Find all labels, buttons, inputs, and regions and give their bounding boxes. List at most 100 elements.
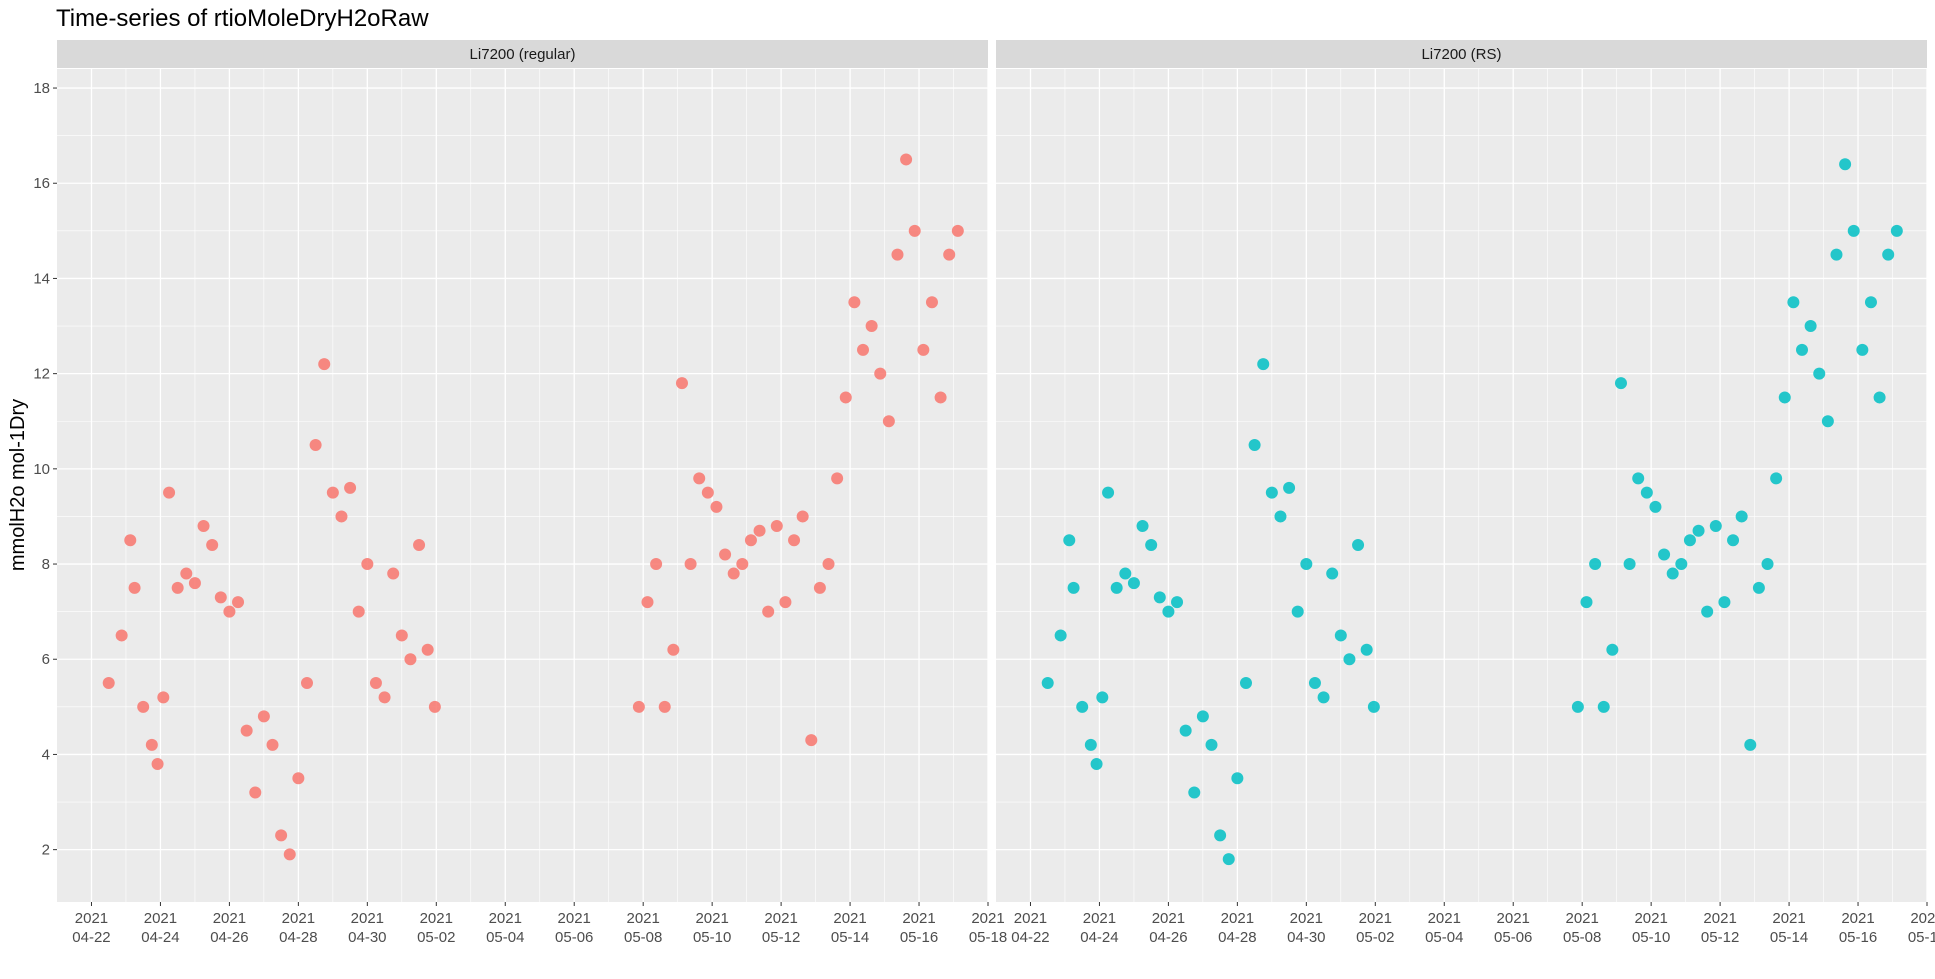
facet-strip bbox=[57, 40, 988, 68]
data-point bbox=[157, 691, 170, 704]
x-tick-label-date: 05-12 bbox=[762, 929, 800, 946]
data-point bbox=[232, 596, 245, 609]
data-point bbox=[908, 224, 921, 237]
x-tick-label-year: 2021 bbox=[282, 910, 315, 927]
data-point bbox=[796, 510, 809, 523]
x-tick-label-year: 2021 bbox=[1221, 910, 1254, 927]
data-point bbox=[214, 591, 227, 604]
data-point bbox=[1090, 757, 1103, 770]
data-point bbox=[1839, 158, 1852, 171]
x-tick-label-date: 05-18 bbox=[1908, 929, 1935, 946]
x-tick-label-year: 2021 bbox=[420, 910, 453, 927]
facet-panel: Li7200 (RS) 2021 04-22 2021 04-24 2021 04-26 20… bbox=[996, 40, 1935, 946]
data-point bbox=[1683, 534, 1696, 547]
data-point bbox=[934, 391, 947, 404]
data-point bbox=[180, 567, 193, 580]
x-tick-label-year: 2021 bbox=[1014, 910, 1047, 927]
data-point bbox=[1196, 710, 1209, 723]
y-tick-label: 18 bbox=[33, 80, 50, 97]
data-point bbox=[1179, 724, 1192, 737]
data-point bbox=[1632, 472, 1645, 485]
data-point bbox=[736, 558, 749, 571]
x-tick-label-year: 2021 bbox=[1083, 910, 1116, 927]
data-point bbox=[1257, 358, 1270, 371]
x-tick-label-year: 2021 bbox=[213, 910, 246, 927]
data-point bbox=[387, 567, 400, 580]
data-point bbox=[1882, 248, 1895, 261]
x-tick-label-year: 2021 bbox=[902, 910, 935, 927]
data-point bbox=[1727, 534, 1740, 547]
data-point bbox=[1102, 486, 1115, 499]
data-point bbox=[300, 677, 313, 690]
x-tick-label-year: 2021 bbox=[1841, 910, 1874, 927]
x-tick-label-date: 05-18 bbox=[969, 929, 1007, 946]
data-point bbox=[283, 848, 296, 861]
data-point bbox=[675, 377, 688, 390]
data-point bbox=[275, 829, 288, 842]
y-tick-label: 4 bbox=[42, 746, 50, 763]
data-point bbox=[874, 367, 887, 380]
x-tick-label-date: 05-16 bbox=[1839, 929, 1877, 946]
data-point bbox=[197, 519, 210, 532]
data-point bbox=[667, 643, 680, 656]
data-point bbox=[1873, 391, 1886, 404]
y-tick-label: 14 bbox=[33, 270, 50, 287]
data-point bbox=[744, 534, 757, 547]
data-point bbox=[1110, 581, 1123, 594]
data-point bbox=[658, 700, 671, 713]
data-point bbox=[1804, 320, 1817, 333]
y-tick-label: 6 bbox=[42, 651, 50, 668]
data-point bbox=[1326, 567, 1339, 580]
data-point bbox=[1847, 224, 1860, 237]
data-point bbox=[839, 391, 852, 404]
data-point bbox=[770, 519, 783, 532]
data-point bbox=[1054, 629, 1067, 642]
x-tick-label-year: 2021 bbox=[144, 910, 177, 927]
data-point bbox=[352, 605, 365, 618]
data-point bbox=[428, 700, 441, 713]
data-point bbox=[1675, 558, 1688, 571]
data-point bbox=[753, 524, 766, 537]
data-point bbox=[1856, 343, 1869, 356]
x-tick-label-year: 2021 bbox=[1152, 910, 1185, 927]
data-point bbox=[1119, 567, 1132, 580]
x-tick-label-date: 04-30 bbox=[1287, 929, 1325, 946]
x-tick-label-date: 05-16 bbox=[900, 929, 938, 946]
x-tick-label-date: 04-26 bbox=[210, 929, 248, 946]
data-point bbox=[326, 486, 339, 499]
x-tick-label-date: 05-02 bbox=[417, 929, 455, 946]
data-point bbox=[1623, 558, 1636, 571]
data-point bbox=[1367, 700, 1380, 713]
data-point bbox=[1589, 558, 1602, 571]
data-point bbox=[395, 629, 408, 642]
data-point bbox=[1640, 486, 1653, 499]
data-point bbox=[421, 643, 434, 656]
x-tick-label-date: 05-04 bbox=[486, 929, 524, 946]
x-tick-label-year: 2021 bbox=[971, 910, 1004, 927]
data-point bbox=[1718, 596, 1731, 609]
data-point bbox=[1830, 248, 1843, 261]
data-point bbox=[1283, 481, 1296, 494]
data-point bbox=[917, 343, 930, 356]
chart-title: Time-series of rtioMoleDryH2oRaw bbox=[56, 5, 429, 32]
x-tick-label-year: 2021 bbox=[75, 910, 108, 927]
data-point bbox=[1778, 391, 1791, 404]
x-tick-label-date: 05-08 bbox=[1563, 929, 1601, 946]
data-point bbox=[1658, 548, 1671, 561]
y-tick-label: 2 bbox=[42, 842, 50, 859]
data-point bbox=[335, 510, 348, 523]
data-point bbox=[943, 248, 956, 261]
data-point bbox=[1864, 296, 1877, 309]
y-tick-label: 12 bbox=[33, 366, 50, 383]
facet-panels: Li7200 (regular) 2 4 6 8 10 12 14 16 18 2021 04-22 2… bbox=[33, 40, 1935, 946]
x-tick-label-date: 05-08 bbox=[624, 929, 662, 946]
x-tick-label-date: 04-22 bbox=[72, 929, 110, 946]
x-tick-label-year: 2021 bbox=[1290, 910, 1323, 927]
data-point bbox=[1744, 738, 1757, 751]
data-point bbox=[1067, 581, 1080, 594]
data-point bbox=[805, 734, 818, 747]
x-tick-label-date: 05-04 bbox=[1425, 929, 1463, 946]
data-point bbox=[1127, 577, 1140, 590]
x-tick-label-year: 2021 bbox=[558, 910, 591, 927]
